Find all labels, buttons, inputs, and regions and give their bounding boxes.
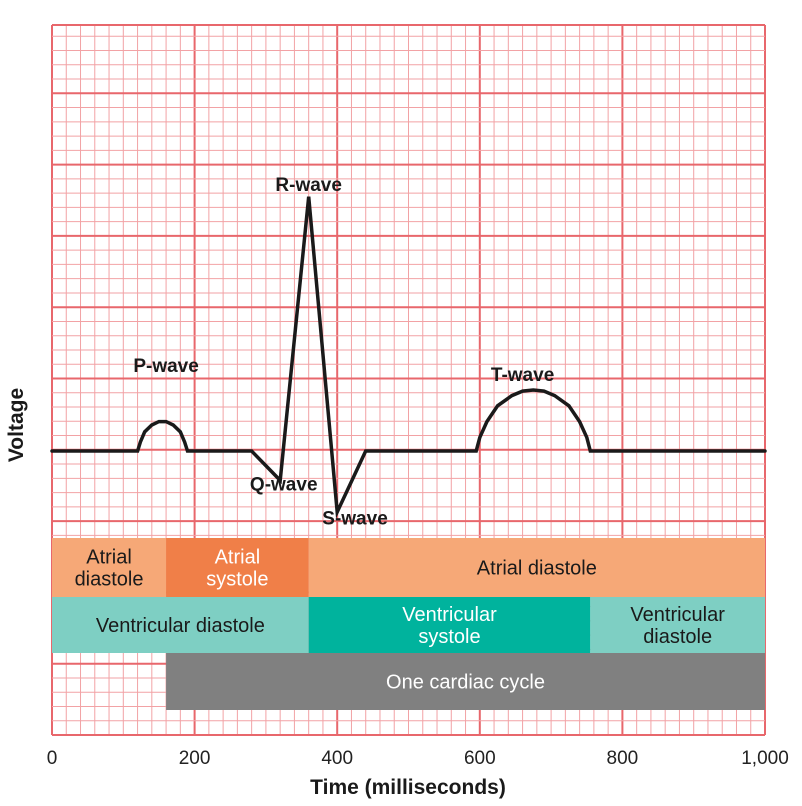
y-axis-label: Voltage bbox=[5, 388, 28, 462]
phase-band-label: One cardiac cycle bbox=[386, 672, 545, 694]
s-wave-label: S-wave bbox=[322, 508, 387, 529]
phase-band-label: systole bbox=[206, 569, 268, 591]
phase-band-label: diastole bbox=[75, 569, 144, 591]
phase-band bbox=[590, 597, 765, 653]
phase-band bbox=[166, 653, 765, 710]
phase-band bbox=[52, 538, 167, 597]
phase-band-label: diastole bbox=[643, 626, 712, 648]
phase-band-label: Ventricular bbox=[402, 604, 497, 626]
phase-band-label: Ventricular diastole bbox=[96, 615, 265, 637]
ecg-trace-line bbox=[50, 196, 767, 519]
q-wave-label: Q-wave bbox=[250, 475, 318, 496]
x-tick-label: 0 bbox=[47, 748, 58, 769]
phase-band bbox=[308, 538, 765, 597]
r-wave-label: R-wave bbox=[275, 175, 342, 196]
x-tick-label: 200 bbox=[179, 748, 211, 769]
phase-band-label: Ventricular bbox=[630, 604, 725, 626]
phase-band bbox=[166, 538, 309, 597]
x-axis-ticks: 0 200 400 600 800 1,000 bbox=[47, 748, 789, 769]
x-axis-label: Time (milliseconds) bbox=[310, 776, 506, 799]
phase-band-label: Atrial bbox=[215, 547, 261, 569]
phase-band bbox=[52, 597, 309, 653]
phase-band-label: Atrial bbox=[86, 547, 132, 569]
phase-band bbox=[308, 597, 591, 653]
x-tick-label: 1,000 bbox=[741, 748, 789, 769]
phase-band-label: systole bbox=[418, 626, 480, 648]
t-wave-label: T-wave bbox=[491, 365, 554, 386]
x-tick-label: 600 bbox=[464, 748, 496, 769]
trace-layer bbox=[50, 196, 767, 519]
x-tick-label: 800 bbox=[607, 748, 639, 769]
x-tick-label: 400 bbox=[321, 748, 353, 769]
p-wave-label: P-wave bbox=[133, 356, 198, 377]
phase-band-label: Atrial diastole bbox=[477, 558, 597, 580]
